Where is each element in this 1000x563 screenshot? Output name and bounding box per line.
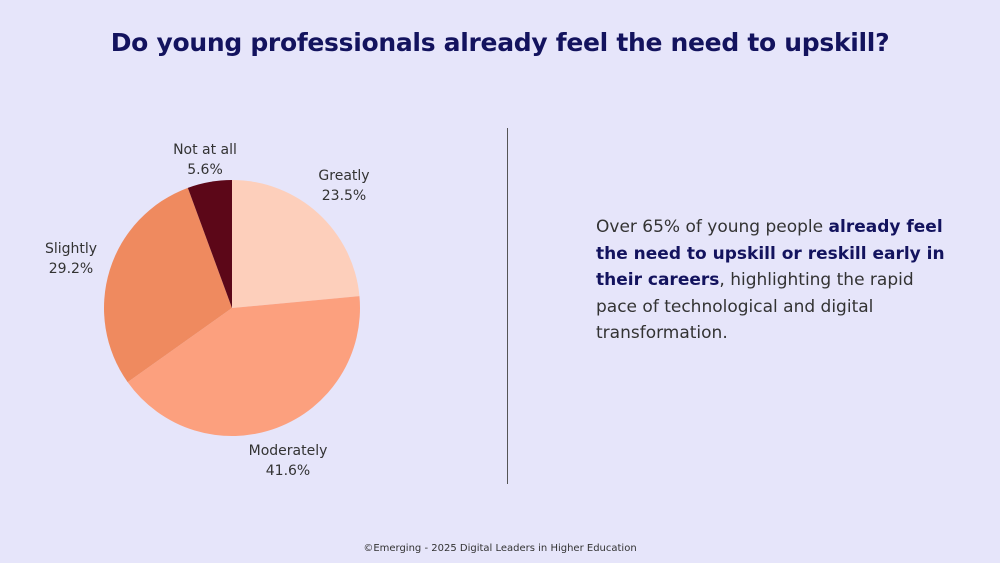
footer-credit: ©Emerging - 2025 Digital Leaders in High… (363, 543, 637, 554)
slice-label-moderately: Moderately (249, 443, 328, 459)
slice-value-greatly: 23.5% (322, 188, 366, 204)
pie-slice-slightly (103, 187, 233, 383)
pie-chart: Greatly 23.5% Moderately 41.6% Slightly 29.2%… (45, 142, 370, 479)
pie-slice-moderately (127, 296, 361, 437)
pie-slice-greatly (232, 179, 360, 308)
pie-labels: Greatly 23.5% Moderately 41.6% Slightly 29.2%… (45, 142, 370, 479)
pie-slice-not-at-all (187, 180, 232, 308)
slice-value-slightly: 29.2% (49, 261, 93, 277)
slice-label-greatly: Greatly (318, 168, 369, 184)
pie-slices (103, 179, 361, 437)
summary-text-highlight: already feel the need to upskill or resk… (596, 217, 945, 290)
slice-label-not-at-all: Not at all (173, 142, 237, 158)
summary-text-tail: , highlighting the rapid pace of technol… (596, 270, 914, 343)
summary-text: Over 65% of young people already feel th… (596, 214, 946, 347)
slice-value-moderately: 41.6% (266, 463, 310, 479)
slice-value-not-at-all: 5.6% (187, 162, 223, 178)
summary-text-lead: Over 65% of young people (596, 217, 829, 237)
vertical-divider (507, 128, 508, 484)
slice-label-slightly: Slightly (45, 241, 97, 257)
page-title: Do young professionals already feel the … (110, 28, 890, 57)
